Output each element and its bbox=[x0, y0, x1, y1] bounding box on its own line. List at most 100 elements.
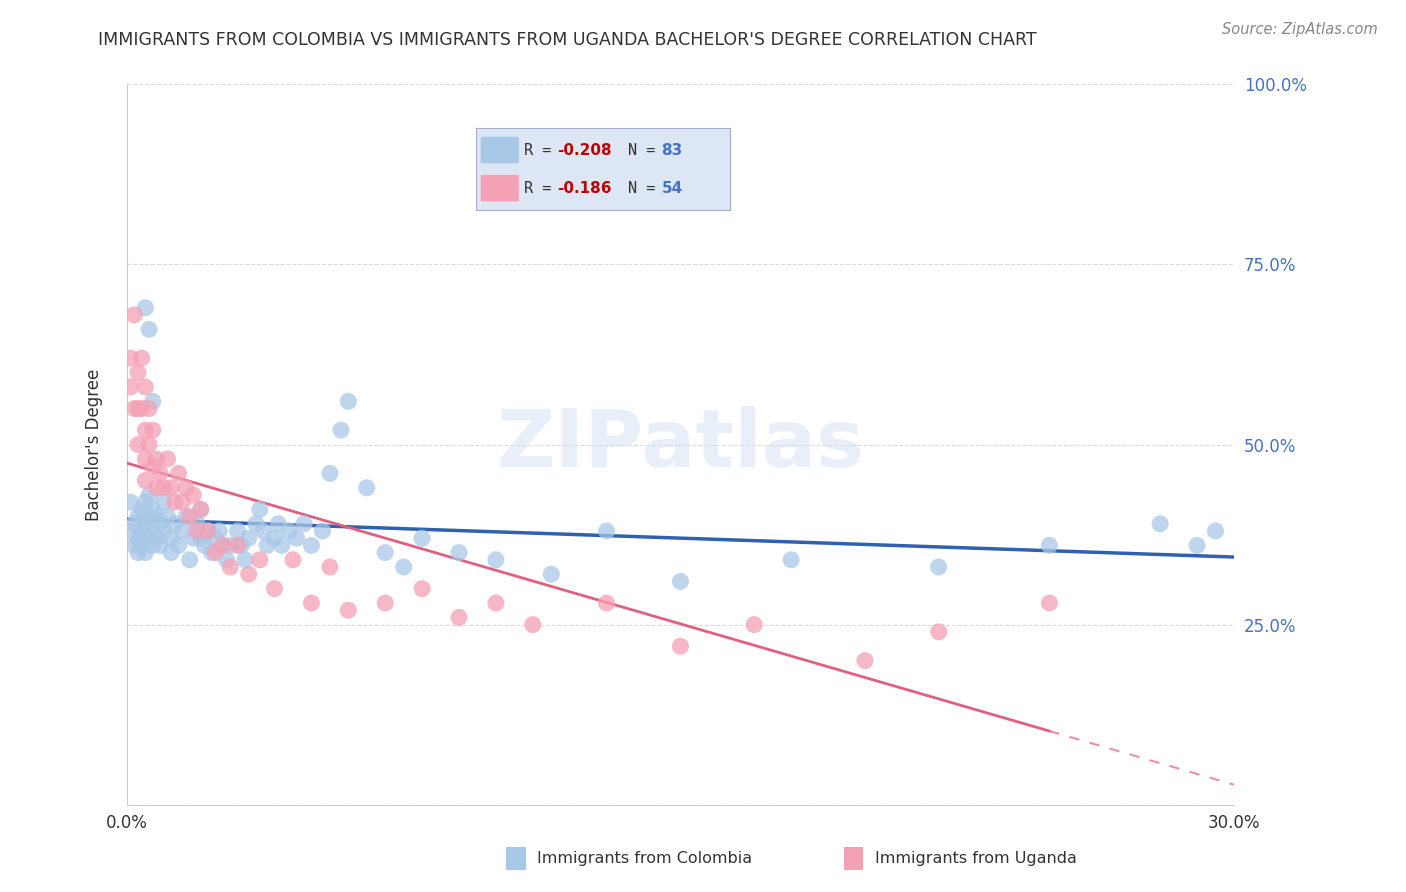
Point bbox=[153, 495, 176, 509]
Point bbox=[252, 524, 274, 538]
Point bbox=[163, 495, 186, 509]
Point bbox=[292, 516, 315, 531]
Point bbox=[183, 531, 205, 545]
Point bbox=[193, 538, 215, 552]
Point bbox=[447, 546, 470, 560]
Point bbox=[142, 459, 165, 474]
Point bbox=[249, 553, 271, 567]
Point bbox=[337, 394, 360, 409]
Point bbox=[208, 524, 231, 538]
Point bbox=[212, 538, 235, 552]
Point bbox=[127, 531, 149, 545]
Point bbox=[131, 502, 153, 516]
Point bbox=[120, 380, 142, 394]
Point bbox=[447, 610, 470, 624]
Point bbox=[267, 516, 290, 531]
Point bbox=[186, 516, 208, 531]
Point bbox=[411, 582, 433, 596]
Point bbox=[142, 423, 165, 437]
Point bbox=[190, 531, 212, 545]
Point bbox=[1185, 538, 1208, 552]
Text: ZIPatlas: ZIPatlas bbox=[496, 406, 865, 483]
Point bbox=[134, 531, 156, 545]
Point bbox=[522, 617, 544, 632]
Point bbox=[149, 467, 172, 481]
Point bbox=[226, 524, 249, 538]
Point bbox=[238, 531, 260, 545]
Point bbox=[329, 423, 352, 437]
Point bbox=[167, 467, 190, 481]
Point bbox=[219, 560, 242, 574]
Point bbox=[120, 524, 142, 538]
Point bbox=[212, 538, 235, 552]
Text: Immigrants from Colombia: Immigrants from Colombia bbox=[537, 851, 752, 866]
Point bbox=[138, 437, 160, 451]
Point bbox=[186, 524, 208, 538]
Point bbox=[263, 531, 285, 545]
Point bbox=[145, 452, 167, 467]
Point bbox=[156, 509, 179, 524]
Point bbox=[215, 553, 238, 567]
Point bbox=[270, 538, 292, 552]
Point bbox=[669, 639, 692, 653]
Point bbox=[285, 531, 308, 545]
Point bbox=[156, 452, 179, 467]
Point bbox=[142, 502, 165, 516]
Point bbox=[160, 481, 183, 495]
Point bbox=[134, 301, 156, 315]
Point bbox=[245, 516, 267, 531]
Point bbox=[131, 351, 153, 365]
Point bbox=[120, 351, 142, 365]
Point bbox=[124, 401, 146, 416]
Point bbox=[142, 394, 165, 409]
Point bbox=[319, 560, 342, 574]
Point bbox=[928, 624, 950, 639]
Point bbox=[167, 538, 190, 552]
Point bbox=[226, 538, 249, 552]
Point bbox=[174, 509, 197, 524]
Point bbox=[928, 560, 950, 574]
Point bbox=[179, 553, 201, 567]
Point bbox=[134, 380, 156, 394]
Point bbox=[595, 524, 617, 538]
Point bbox=[124, 308, 146, 322]
Point bbox=[299, 596, 322, 610]
Point bbox=[127, 401, 149, 416]
Point bbox=[201, 546, 224, 560]
Point bbox=[197, 524, 219, 538]
Point bbox=[138, 531, 160, 545]
Point bbox=[138, 322, 160, 336]
Point bbox=[134, 474, 156, 488]
Point bbox=[1038, 538, 1060, 552]
Point bbox=[281, 553, 304, 567]
Point bbox=[131, 524, 153, 538]
Point bbox=[190, 502, 212, 516]
Point bbox=[319, 467, 342, 481]
Text: Immigrants from Uganda: Immigrants from Uganda bbox=[875, 851, 1077, 866]
Point bbox=[142, 524, 165, 538]
Point bbox=[183, 488, 205, 502]
Point bbox=[163, 516, 186, 531]
Point bbox=[145, 481, 167, 495]
Text: IMMIGRANTS FROM COLOMBIA VS IMMIGRANTS FROM UGANDA BACHELOR'S DEGREE CORRELATION: IMMIGRANTS FROM COLOMBIA VS IMMIGRANTS F… bbox=[98, 31, 1038, 49]
Point bbox=[149, 516, 172, 531]
Point bbox=[134, 516, 156, 531]
Point bbox=[356, 481, 378, 495]
Point bbox=[138, 509, 160, 524]
Point bbox=[134, 495, 156, 509]
Point bbox=[145, 509, 167, 524]
Point bbox=[485, 596, 508, 610]
Point bbox=[138, 401, 160, 416]
Point bbox=[238, 567, 260, 582]
Point bbox=[172, 524, 194, 538]
Point bbox=[142, 538, 165, 552]
Point bbox=[172, 495, 194, 509]
Point bbox=[299, 538, 322, 552]
Point bbox=[392, 560, 415, 574]
Point bbox=[249, 502, 271, 516]
Point bbox=[153, 524, 176, 538]
Point bbox=[780, 553, 803, 567]
Point bbox=[853, 654, 876, 668]
Point bbox=[204, 546, 226, 560]
Point bbox=[153, 481, 176, 495]
